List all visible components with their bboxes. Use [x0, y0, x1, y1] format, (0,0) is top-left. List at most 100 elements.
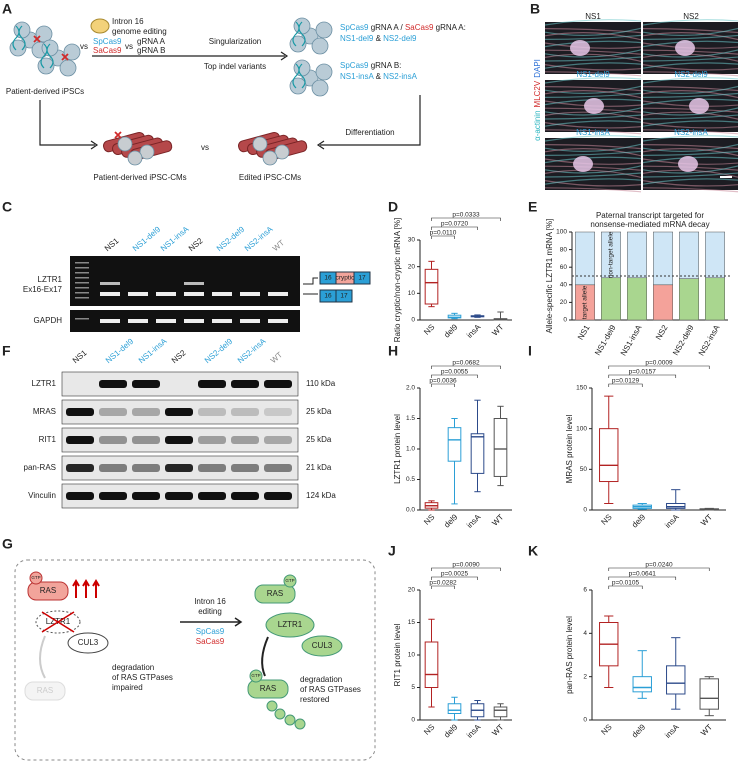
cell	[139, 144, 155, 160]
cell	[274, 144, 290, 160]
text: SaCas9	[196, 637, 225, 646]
bracket	[431, 576, 478, 580]
panel-letter: C	[2, 199, 12, 215]
bracket	[608, 383, 643, 387]
fiber	[544, 172, 642, 178]
ladder-band	[75, 287, 89, 289]
y-tick-label: 0.5	[406, 476, 415, 483]
band	[264, 380, 292, 388]
x-tick-label: del9	[442, 322, 459, 339]
y-axis-label: LZTR1 protein level	[393, 414, 402, 484]
image-label: NS1	[585, 12, 601, 21]
x-tick-label: insA	[663, 512, 681, 530]
text: SpCas9	[340, 61, 369, 70]
cul3	[67, 632, 109, 654]
text: &	[373, 34, 383, 43]
text: NS2-del9	[383, 34, 417, 43]
row-label: LZTR1	[32, 379, 57, 388]
band	[66, 464, 94, 472]
y-tick-label: 20	[408, 263, 416, 270]
bracket	[431, 235, 455, 239]
band	[165, 492, 193, 500]
size-label: 25 kDa	[306, 407, 332, 416]
fiber	[544, 19, 642, 26]
y-axis-label: pan-RAS protein level	[565, 616, 574, 694]
y-tick-label: 4	[583, 630, 587, 637]
image-label: NS2-insA	[674, 128, 708, 137]
band	[231, 380, 259, 388]
fiber	[544, 143, 642, 152]
text: of RAS GTPases	[300, 685, 361, 694]
bar-segment	[653, 284, 673, 321]
fiber	[544, 156, 642, 164]
bracket	[431, 365, 501, 369]
fiber	[642, 172, 738, 178]
text: CUL3	[78, 638, 99, 647]
p-value: p=0.0025	[441, 571, 469, 578]
y-tick-label: 20	[408, 587, 416, 594]
box	[424, 641, 439, 688]
y-tick-label: 0	[563, 317, 567, 324]
fiber	[544, 77, 642, 84]
cell	[311, 37, 329, 55]
fiber	[642, 56, 738, 62]
fiber	[642, 144, 738, 150]
band	[66, 492, 94, 500]
fiber	[642, 135, 738, 142]
nucleus	[584, 98, 604, 114]
band	[99, 436, 127, 444]
text: RAS	[267, 589, 283, 598]
text: LZTR1	[278, 620, 303, 629]
genome-icon	[90, 18, 110, 34]
cell	[127, 150, 143, 166]
ras	[254, 584, 296, 604]
y-tick-label: 0	[583, 507, 587, 514]
box	[14, 559, 376, 761]
x-tick-label: WT	[490, 322, 505, 337]
exon-label: 17	[358, 275, 366, 282]
x-tick-label: WT	[490, 722, 505, 737]
x-tick-label: WT	[490, 512, 505, 527]
stain: α-actinin	[533, 110, 542, 140]
box	[493, 418, 508, 477]
fiber	[642, 90, 738, 99]
size-label: 110 kDa	[306, 379, 336, 388]
lane-label: NS2-del9	[215, 224, 247, 253]
exon	[335, 289, 353, 303]
band	[268, 319, 288, 323]
text: NS1-insA	[340, 72, 374, 81]
lane-label: NS2-insA	[236, 336, 268, 365]
bar-segment	[601, 231, 621, 279]
x-tick-label: del9	[630, 722, 647, 739]
fiber	[642, 178, 738, 185]
fiber	[642, 77, 738, 84]
image-label: NS2	[683, 12, 699, 21]
bracket	[608, 576, 677, 580]
fiber	[642, 32, 738, 41]
row-label: LZTR1	[38, 275, 63, 284]
text: SaCas9	[93, 46, 122, 55]
band	[231, 408, 259, 416]
fiber	[544, 71, 642, 77]
box	[699, 678, 719, 710]
x-tick-label: NS1	[576, 323, 592, 341]
y-tick-label: 15	[408, 619, 416, 626]
mutation	[33, 35, 41, 43]
bar-segment	[575, 231, 595, 286]
row-label: Vinculin	[28, 491, 56, 500]
panel-letter: I	[528, 343, 532, 359]
x-tick-label: del9	[442, 722, 459, 739]
cell	[311, 79, 329, 97]
cross	[41, 611, 75, 633]
y-axis-label: Ratio cryptic/non-cryptic mRNA [%]	[393, 218, 402, 342]
cell	[289, 77, 307, 95]
cell	[35, 25, 53, 43]
fiber	[642, 114, 738, 120]
cul3	[301, 635, 343, 657]
panel-letter: E	[528, 199, 537, 215]
band	[99, 408, 127, 416]
cell	[41, 39, 59, 57]
panel-letter: G	[2, 536, 13, 552]
lane-label: NS2-del9	[203, 336, 235, 365]
box	[470, 433, 485, 474]
